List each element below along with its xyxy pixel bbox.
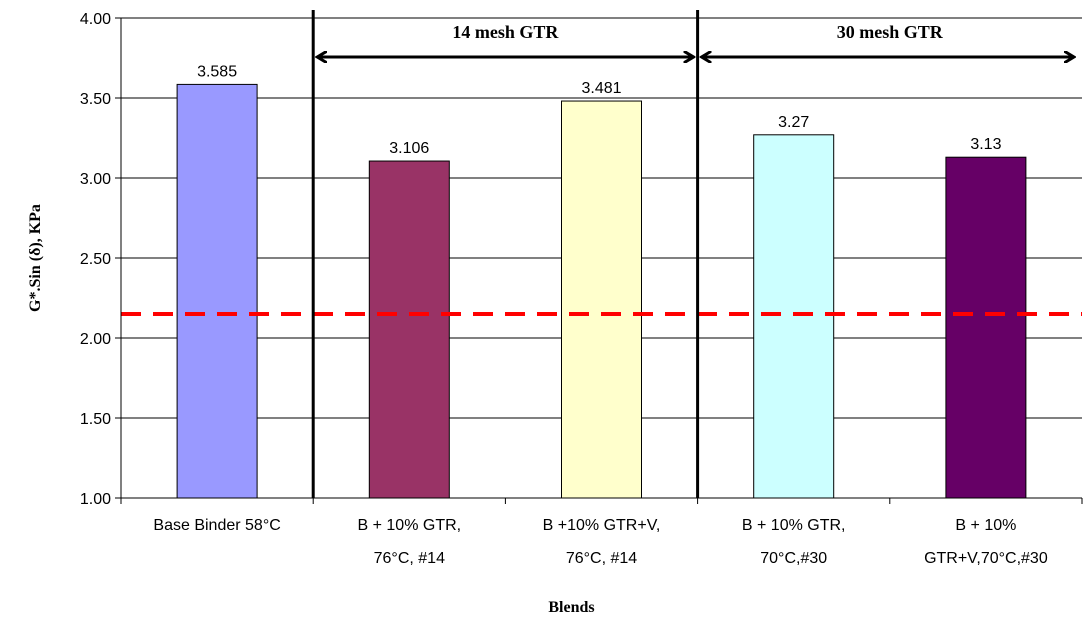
x-tick-label: 76°C, #14 xyxy=(374,550,445,567)
x-tick-label: Base Binder 58°C xyxy=(153,517,280,534)
y-tick-label: 1.50 xyxy=(80,411,111,428)
axes xyxy=(115,17,1083,504)
bar xyxy=(176,83,258,499)
bar xyxy=(945,156,1027,499)
bars xyxy=(176,83,1027,499)
y-tick-label: 2.00 xyxy=(80,331,111,348)
data-label: 3.106 xyxy=(389,140,429,157)
group-label: 14 mesh GTR xyxy=(452,22,559,42)
y-tick-label: 1.00 xyxy=(80,491,111,508)
y-tick-label: 3.50 xyxy=(80,91,111,108)
data-label: 3.481 xyxy=(581,80,621,97)
y-tick-label: 3.00 xyxy=(80,171,111,188)
group-annotations xyxy=(311,10,1074,498)
bar xyxy=(561,100,642,499)
labels: 1.00 1.50 2.00 2.50 3.00 3.50 4.00 3.585 Base Bi… xyxy=(27,11,1048,616)
x-tick-label: B + 10% xyxy=(955,517,1016,534)
bar xyxy=(368,160,450,499)
data-label: 3.13 xyxy=(970,136,1001,153)
x-tick-label: 70°C,#30 xyxy=(760,550,827,567)
y-tick-label: 4.00 xyxy=(80,11,111,28)
data-label: 3.585 xyxy=(197,63,237,80)
y-axis-title: G*.Sin (δ), KPa xyxy=(27,204,44,312)
data-label: 3.27 xyxy=(778,114,809,131)
x-axis-title: Blends xyxy=(548,599,594,616)
group-label: 30 mesh GTR xyxy=(837,22,944,42)
x-tick-label: B +10% GTR+V, xyxy=(543,517,661,534)
x-tick-label: B + 10% GTR, xyxy=(358,517,462,534)
x-tick-label: GTR+V,70°C,#30 xyxy=(924,550,1048,567)
y-tick-label: 2.50 xyxy=(80,251,111,268)
bar xyxy=(753,134,835,499)
x-tick-label: 76°C, #14 xyxy=(566,550,637,567)
x-tick-label: B + 10% GTR, xyxy=(742,517,846,534)
